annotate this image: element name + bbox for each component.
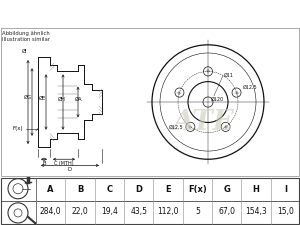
Text: B: B	[42, 161, 46, 166]
Text: I: I	[284, 185, 287, 194]
Text: Ø12,5: Ø12,5	[242, 84, 257, 90]
Text: D: D	[135, 185, 142, 194]
Text: A: A	[47, 185, 54, 194]
Text: 43,5: 43,5	[130, 207, 147, 216]
Text: E: E	[165, 185, 171, 194]
Text: G: G	[223, 185, 230, 194]
Text: F(x): F(x)	[13, 126, 23, 131]
Text: C: C	[106, 185, 112, 194]
Text: B: B	[77, 185, 83, 194]
Text: 5: 5	[195, 207, 200, 216]
Text: 154,3: 154,3	[245, 207, 267, 216]
Text: 24.0122-0123.1    422123: 24.0122-0123.1 422123	[55, 7, 245, 20]
Text: Ø12,5: Ø12,5	[168, 125, 183, 130]
Text: F(x): F(x)	[188, 185, 207, 194]
Text: ØG: ØG	[24, 94, 32, 99]
Text: D: D	[68, 167, 72, 172]
Text: 112,0: 112,0	[157, 207, 179, 216]
Text: ATE: ATE	[172, 109, 234, 136]
Text: Ø11: Ø11	[224, 72, 234, 77]
Text: C (MTH): C (MTH)	[54, 161, 74, 166]
Text: 67,0: 67,0	[218, 207, 235, 216]
Text: Abbildung ähnlich: Abbildung ähnlich	[2, 31, 50, 36]
Text: H: H	[253, 185, 260, 194]
Text: ØA: ØA	[75, 97, 83, 101]
Text: Illustration similar: Illustration similar	[2, 37, 50, 42]
Text: 22,0: 22,0	[72, 207, 88, 216]
Text: 19,4: 19,4	[101, 207, 118, 216]
Text: ØI: ØI	[22, 49, 28, 54]
Text: Ø120: Ø120	[211, 97, 224, 102]
Text: ØH: ØH	[58, 97, 66, 101]
Text: ØE: ØE	[38, 95, 46, 100]
Text: 15,0: 15,0	[277, 207, 294, 216]
Text: 284,0: 284,0	[40, 207, 62, 216]
